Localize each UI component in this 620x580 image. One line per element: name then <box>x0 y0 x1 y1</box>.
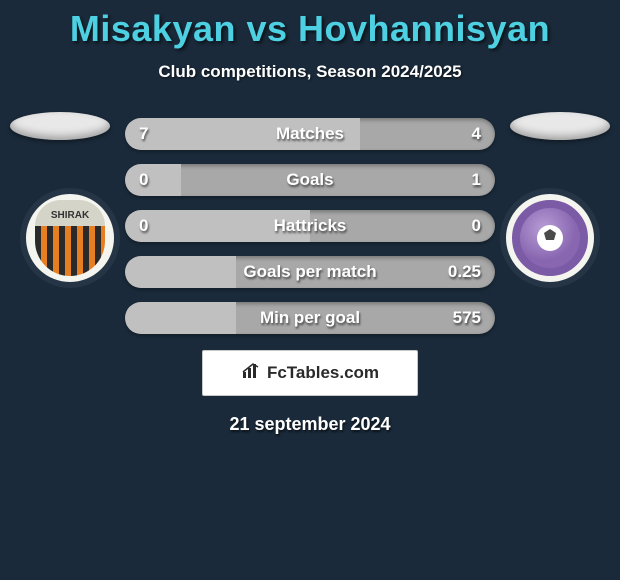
page-subtitle: Club competitions, Season 2024/2025 <box>0 62 620 82</box>
page-title: Misakyan vs Hovhannisyan <box>0 8 620 50</box>
stat-row: Min per goal575 <box>125 302 495 334</box>
stat-label: Goals <box>125 164 495 196</box>
team-badge-left: SHIRAK <box>20 188 120 288</box>
player-ellipse-right <box>510 112 610 140</box>
stat-label: Goals per match <box>125 256 495 288</box>
comparison-card: Misakyan vs Hovhannisyan Club competitio… <box>0 0 620 435</box>
shirak-stripes-icon <box>35 226 105 276</box>
team-badge-right <box>500 188 600 288</box>
shirak-label: SHIRAK <box>35 200 105 226</box>
alashkert-logo <box>506 194 594 282</box>
stat-row: Goals per match0.25 <box>125 256 495 288</box>
stat-value-right: 0 <box>472 210 481 242</box>
date-line: 21 september 2024 <box>0 414 620 435</box>
stat-value-right: 4 <box>472 118 481 150</box>
ball-icon <box>535 223 565 253</box>
player-ellipse-left <box>10 112 110 140</box>
stat-label: Matches <box>125 118 495 150</box>
stats-area: SHIRAK 7Matches40Goals10Hattricks0Goals … <box>0 118 620 435</box>
stat-value-right: 575 <box>453 302 481 334</box>
stat-label: Hattricks <box>125 210 495 242</box>
brand-label: FcTables.com <box>267 363 379 383</box>
stat-value-right: 0.25 <box>448 256 481 288</box>
stat-row: 0Hattricks0 <box>125 210 495 242</box>
chart-icon <box>241 362 261 385</box>
brand-box[interactable]: FcTables.com <box>202 350 418 396</box>
stat-row: 0Goals1 <box>125 164 495 196</box>
shirak-logo: SHIRAK <box>26 194 114 282</box>
brand-text: FcTables.com <box>241 362 379 385</box>
stat-row: 7Matches4 <box>125 118 495 150</box>
stat-label: Min per goal <box>125 302 495 334</box>
stat-value-right: 1 <box>472 164 481 196</box>
soccer-ball-icon <box>512 200 588 276</box>
